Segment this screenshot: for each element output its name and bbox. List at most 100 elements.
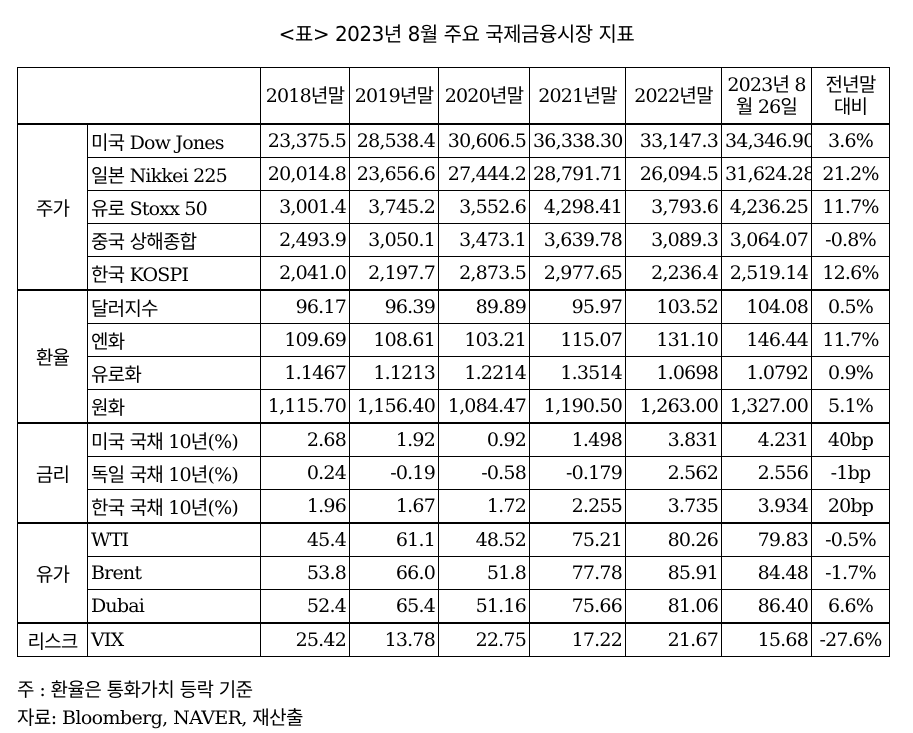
- change-cell: -1bp: [811, 456, 890, 490]
- value-cell: 53.8: [260, 556, 350, 590]
- change-cell: 6.6%: [811, 589, 890, 624]
- change-cell: 0.5%: [811, 289, 890, 324]
- table-row: 주가 미국 Dow Jones 23,375.5 28,538.4 30,606.5 36…: [17, 123, 890, 291]
- value-cell: 27,444.2: [438, 157, 530, 191]
- indicator-name: 엔화: [87, 323, 261, 357]
- value-cell: 103.21: [438, 323, 530, 357]
- table-row: 엔화 109.69 108.61 103.21 115.07 131.10 146.44 11…: [18, 323, 890, 357]
- table-row: 리스크 VIX 25.42 13.78 22.75 17.22 21.67 15.68 -27.…: [17, 622, 890, 657]
- header-row: 2018년말 2019년말 2020년말 2021년말 2022년말 2023년 8월 2…: [17, 67, 890, 125]
- value-cell: -0.58: [438, 456, 530, 490]
- change-cell: -27.6%: [811, 622, 890, 657]
- value-cell: 48.52: [438, 522, 530, 557]
- change-cell: -0.5%: [811, 522, 890, 557]
- value-cell: 31,624.28: [721, 157, 812, 191]
- value-cell: 25.42: [260, 622, 350, 657]
- value-cell: 4,298.41: [529, 190, 626, 224]
- column-header: 2022년말: [625, 67, 722, 125]
- value-cell: 146.44: [721, 323, 812, 357]
- value-cell: 3.934: [721, 489, 812, 524]
- value-cell: 51.8: [438, 556, 530, 590]
- value-cell: 75.66: [529, 589, 626, 624]
- column-header: 2020년말: [438, 67, 530, 125]
- value-cell: 20,014.8: [260, 157, 350, 191]
- value-cell: 3,639.78: [529, 223, 626, 257]
- indicator-name: 독일 국채 10년(%): [87, 456, 261, 490]
- table-row: 환율 달러지수 96.17 96.39 89.89 95.97 103.52 104.08 0.…: [17, 289, 890, 424]
- value-cell: 1,084.47: [438, 389, 530, 424]
- value-cell: 81.06: [625, 589, 722, 624]
- value-cell: 95.97: [529, 289, 626, 324]
- value-cell: 2,873.5: [438, 256, 530, 291]
- table-title: <표> 2023년 8월 주요 국제금융시장 지표: [278, 22, 635, 46]
- value-cell: 131.10: [625, 323, 722, 357]
- change-cell: 40bp: [811, 422, 890, 457]
- value-cell: 3,552.6: [438, 190, 530, 224]
- category-cell: 유가: [17, 522, 88, 624]
- value-cell: 22.75: [438, 622, 530, 657]
- category-cell: 금리: [17, 422, 88, 524]
- value-cell: 30,606.5: [438, 123, 530, 158]
- category-cell: 주가: [17, 123, 88, 291]
- change-cell: 11.7%: [811, 323, 890, 357]
- indicator-name: 원화: [87, 389, 261, 424]
- indicator-name: VIX: [87, 622, 261, 657]
- indicator-name: 미국 국채 10년(%): [87, 422, 261, 457]
- table-row: 중국 상해종합 2,493.9 3,050.1 3,473.1 3,639.78 3,08…: [18, 223, 890, 257]
- value-cell: 2.255: [529, 489, 626, 524]
- change-cell: -1.7%: [811, 556, 890, 590]
- value-cell: 3,745.2: [349, 190, 439, 224]
- table-row: Dubai 52.4 65.4 51.16 75.66 81.06 86.40 6.6%: [18, 589, 890, 624]
- footnote: 주 : 환율은 통화가치 등락 기준: [17, 679, 253, 701]
- value-cell: 52.4: [260, 589, 350, 624]
- table-row: 유가 WTI 45.4 61.1 48.52 75.21 80.26 79.83 -0.5%: [17, 522, 890, 624]
- change-cell: 21.2%: [811, 157, 890, 191]
- value-cell: 17.22: [529, 622, 626, 657]
- change-cell: 11.7%: [811, 190, 890, 224]
- value-cell: 2,493.9: [260, 223, 350, 257]
- column-header: 2021년말: [529, 67, 626, 125]
- indicator-name: Brent: [87, 556, 261, 590]
- column-header: 2018년말: [260, 67, 350, 125]
- value-cell: 85.91: [625, 556, 722, 590]
- value-cell: 15.68: [721, 622, 812, 657]
- category-cell: 환율: [17, 289, 88, 424]
- value-cell: 65.4: [349, 589, 439, 624]
- value-cell: 45.4: [260, 522, 350, 557]
- value-cell: 80.26: [625, 522, 722, 557]
- value-cell: 1.72: [438, 489, 530, 524]
- change-cell: 3.6%: [811, 123, 890, 158]
- value-cell: 104.08: [721, 289, 812, 324]
- value-cell: 33,147.3: [625, 123, 722, 158]
- change-cell: 12.6%: [811, 256, 890, 291]
- value-cell: 1,327.00: [721, 389, 812, 424]
- change-cell: 20bp: [811, 489, 890, 524]
- value-cell: 3,089.3: [625, 223, 722, 257]
- value-cell: 96.17: [260, 289, 350, 324]
- value-cell: 1.0698: [625, 356, 722, 390]
- value-cell: 3.735: [625, 489, 722, 524]
- value-cell: -0.19: [349, 456, 439, 490]
- indicator-name: WTI: [87, 522, 261, 557]
- value-cell: 115.07: [529, 323, 626, 357]
- value-cell: 1.1213: [349, 356, 439, 390]
- column-header: 전년말 대비: [811, 67, 890, 125]
- change-cell: 5.1%: [811, 389, 890, 424]
- value-cell: 23,375.5: [260, 123, 350, 158]
- table-row: Brent 53.8 66.0 51.8 77.78 85.91 84.48 -1.7%: [18, 556, 890, 590]
- change-cell: -0.8%: [811, 223, 890, 257]
- column-header: 2023년 8월 26일: [721, 67, 812, 125]
- value-cell: 61.1: [349, 522, 439, 557]
- value-cell: 28,791.71: [529, 157, 626, 191]
- value-cell: 4,236.25: [721, 190, 812, 224]
- value-cell: 66.0: [349, 556, 439, 590]
- value-cell: 1.498: [529, 422, 626, 457]
- change-cell: 0.9%: [811, 356, 890, 390]
- value-cell: 1.0792: [721, 356, 812, 390]
- value-cell: 84.48: [721, 556, 812, 590]
- table-body: 2018년말 2019년말 2020년말 2021년말 2022년말 2023년 8월 2…: [17, 67, 890, 657]
- value-cell: 2,197.7: [349, 256, 439, 291]
- value-cell: 1.67: [349, 489, 439, 524]
- value-cell: 0.24: [260, 456, 350, 490]
- category-cell: 리스크: [17, 622, 88, 657]
